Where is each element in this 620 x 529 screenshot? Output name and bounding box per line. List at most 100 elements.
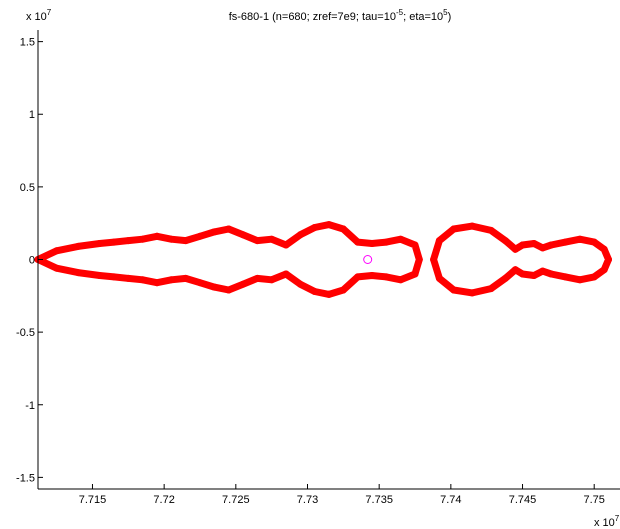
y-tick-label: -1.5 [16, 472, 35, 484]
contour-2-point [562, 273, 569, 281]
contour-2-point [605, 256, 612, 263]
contour-1-point [53, 264, 61, 272]
contour-1-point [153, 232, 161, 240]
x-tick-label: 7.725 [222, 494, 250, 506]
contour-1-point [296, 231, 304, 239]
eigenvalue-contour-1 [34, 221, 423, 298]
y-tick-label: 1.5 [20, 37, 35, 49]
contour-1-point [339, 225, 347, 233]
contour-1-point [397, 235, 405, 243]
contour-1-point [124, 237, 132, 245]
y-tick-label: -1 [25, 400, 35, 412]
contour-1-point [74, 269, 82, 277]
title-suffix: ) [448, 11, 452, 23]
contour-1-point [411, 270, 419, 278]
contour-1-point [167, 276, 175, 284]
contour-2-point [600, 245, 608, 253]
contour-1-point [411, 241, 419, 249]
contour-2-point [487, 285, 495, 293]
title-eta-exponent: 5 [443, 8, 448, 17]
contour-1-point [239, 280, 247, 288]
x-tick-label: 7.745 [509, 494, 537, 506]
contour-1-point [53, 247, 61, 255]
contour-1-point [268, 276, 276, 284]
contour-2-point [600, 266, 608, 274]
contour-1-point [182, 237, 190, 245]
contour-2-point [430, 256, 438, 263]
contour-1-point [167, 235, 175, 243]
contour-1-point [139, 276, 147, 284]
contour-2-point [590, 273, 598, 281]
title-middle: ; eta=10 [403, 11, 443, 23]
axes-layer: 7.715 7.72 7.725 7.73 7.735 7.74 7.745 7.75 1.5 1… [16, 30, 620, 506]
eigenvalue-contour-2 [430, 222, 612, 297]
contour-1-point [325, 221, 333, 229]
x-axis-multiplier: x 107 [594, 514, 620, 529]
contour-1-point [268, 235, 276, 243]
contour-2-point [450, 225, 458, 233]
x-tick-label: 7.73 [297, 494, 318, 506]
contour-2-point [539, 267, 547, 275]
contour-1-point [139, 235, 147, 243]
contour-2-point [590, 238, 598, 246]
contour-1-point [153, 279, 161, 287]
contour-2-point [576, 276, 584, 284]
contour-1-point [239, 231, 247, 239]
contour-2-point [501, 237, 509, 245]
contour-2-point [530, 240, 538, 247]
title-prefix: fs-680-1 (n=680; zref=7e9; tau=10 [229, 11, 396, 23]
reference-point-marker [363, 255, 373, 264]
contour-2-point [435, 237, 443, 245]
contour-2-point [511, 266, 519, 274]
y-multiplier-base: x 10 [26, 11, 47, 23]
contour-1-point [325, 290, 333, 298]
y-axis-multiplier: x 107 [26, 8, 52, 23]
contour-1-point [354, 238, 362, 246]
contour-1-point [110, 273, 118, 281]
contour-1-point [368, 272, 376, 279]
contour-1-point [210, 283, 218, 291]
contour-1-point [397, 276, 405, 284]
contour-2-point [450, 286, 458, 294]
contour-1-point [282, 241, 290, 249]
chart-title: fs-680-1 (n=680; zref=7e9; tau=10-5; eta… [229, 8, 452, 23]
contour-1-point [311, 224, 319, 231]
title-tau-exponent: -5 [396, 8, 404, 17]
x-tick-label: 7.75 [583, 494, 604, 506]
contour-1-point [354, 273, 362, 281]
y-tick-label: 0.5 [20, 182, 35, 194]
contour-1-point [196, 279, 204, 287]
contour-1-point [415, 256, 423, 263]
y-tick-label: -0.5 [16, 327, 35, 339]
contour-1-point [225, 286, 233, 294]
contour-1-point [225, 225, 233, 233]
x-tick-label: 7.735 [365, 494, 393, 506]
y-tick-label: 0 [29, 255, 35, 267]
contour-2-point [530, 272, 538, 279]
contour-2-point [435, 274, 443, 282]
data-layer [34, 221, 612, 298]
contour-2-point [547, 241, 555, 249]
contour-1-point [253, 274, 261, 282]
contour-2-point [539, 244, 547, 252]
contour-1-point [196, 232, 204, 240]
contour-1-point [382, 273, 390, 281]
x-tick-label: 7.72 [153, 494, 174, 506]
contour-2-point [562, 238, 569, 246]
contour-1-point [311, 288, 319, 295]
contour-1-point [96, 272, 104, 279]
contour-1-point [253, 237, 261, 245]
contour-1-point [382, 238, 390, 246]
contour-1-point [96, 240, 104, 247]
contour-1-point [74, 242, 82, 250]
contour-2-point [547, 270, 555, 278]
contour-2-point [519, 241, 526, 249]
contour-2-point [468, 222, 476, 230]
contour-1-point [110, 238, 118, 246]
y-tick-label: 1 [29, 109, 35, 121]
contour-1-point [182, 274, 190, 282]
contour-1-point [124, 274, 132, 282]
contour-2-point [511, 245, 519, 253]
x-tick-label: 7.74 [440, 494, 461, 506]
y-multiplier-exponent: 7 [47, 8, 52, 17]
